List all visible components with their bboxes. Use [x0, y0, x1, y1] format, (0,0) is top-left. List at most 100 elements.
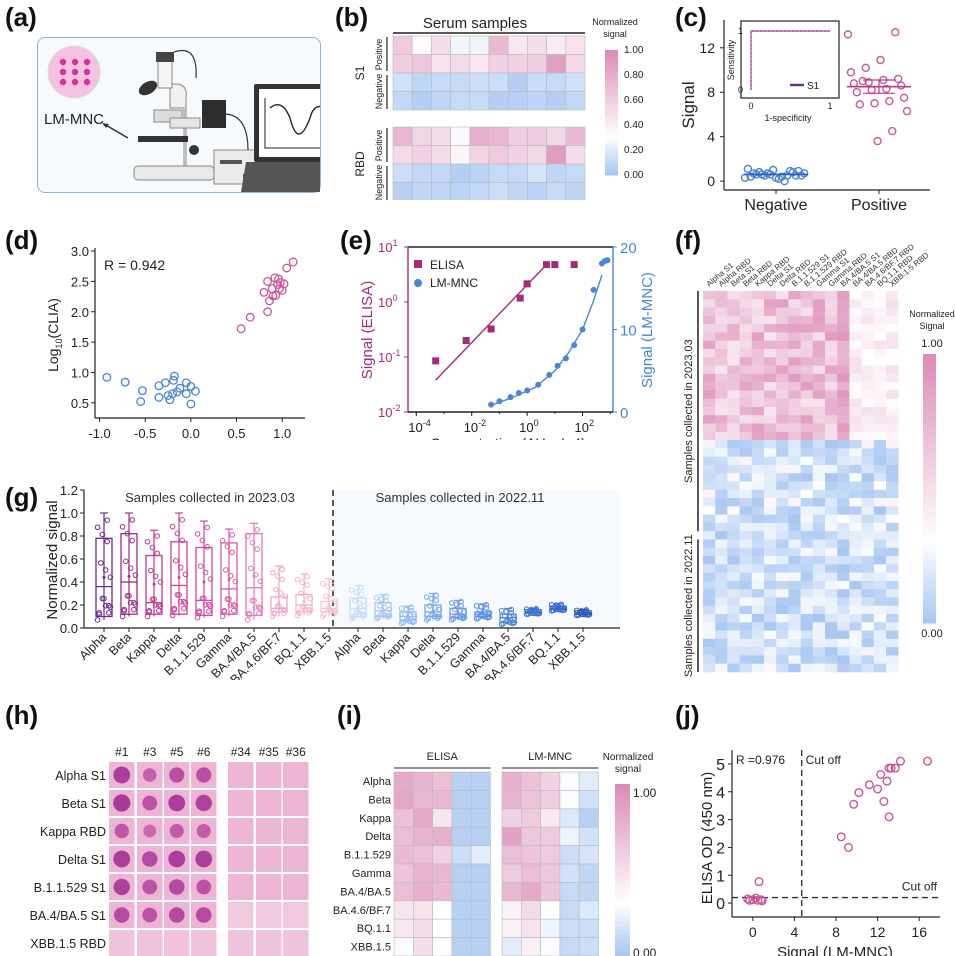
heatmap-cell: [451, 771, 472, 791]
blot-spot: [142, 907, 158, 923]
heatmap-cell: [800, 580, 814, 590]
colorbar-segment: [923, 421, 936, 427]
heatmap-cell: [800, 423, 814, 433]
heatmap-cell: [849, 348, 862, 358]
data-point: [301, 604, 307, 610]
heatmap-cell: [800, 382, 814, 391]
heatmap-cell: [800, 357, 814, 366]
heatmap-cell: [413, 882, 433, 902]
heatmap-cell: [751, 580, 765, 590]
heatmap-cell: [812, 348, 826, 358]
heatmap-cell: [849, 332, 862, 341]
row-label: B.1.1.529 S1: [34, 881, 106, 895]
data-point: [890, 763, 900, 773]
heatmap-cell: [886, 539, 899, 549]
heatmap-cell: [727, 556, 740, 565]
heatmap-cell: [703, 556, 716, 565]
heatmap-cell: [837, 431, 850, 441]
heatmap-cell: [849, 589, 862, 598]
heatmap-cell: [837, 589, 850, 598]
heatmap-cell: [788, 431, 801, 441]
heatmap-cell: [470, 808, 491, 828]
heatmap-cell: [431, 126, 451, 146]
heatmap-cell: [751, 622, 765, 631]
colorbar-segment: [923, 376, 936, 382]
data-point: [858, 76, 867, 86]
heatmap-cell: [715, 382, 728, 391]
heatmap-cell: [703, 638, 716, 648]
heatmap-cell: [849, 431, 862, 441]
heatmap-cell: [873, 423, 887, 433]
heatmap-cell: [703, 340, 716, 350]
heatmap-cell: [432, 790, 453, 810]
heatmap-cell: [825, 539, 838, 549]
heatmap-cell: [873, 440, 887, 449]
column-label: #6: [197, 745, 211, 759]
heatmap-cell: [703, 348, 716, 358]
data-point: [508, 609, 515, 616]
data-point: [876, 55, 885, 65]
heatmap-cell: [837, 291, 850, 300]
data-point: [306, 607, 312, 613]
data-point: [533, 607, 540, 613]
heatmap-cell: [776, 473, 789, 482]
heatmap-cell: [393, 826, 414, 846]
heatmap-cell: [764, 630, 777, 640]
heatmap-cell: [886, 332, 899, 341]
heatmap-cell: [703, 473, 716, 482]
data-point: [154, 550, 160, 557]
heatmap-cell: [703, 622, 716, 631]
rowgroup-label-negative: Negative: [374, 165, 384, 200]
heatmap-cell: [546, 91, 567, 111]
heatmap-cell: [776, 522, 789, 532]
heatmap-cell: [715, 605, 728, 615]
heatmap-cell: [861, 498, 875, 507]
colorbar-segment: [615, 925, 630, 931]
heatmap-cell: [837, 373, 850, 383]
heatmap-cell: [703, 580, 716, 590]
heatmap-cell: [886, 522, 899, 532]
heatmap-cell: [800, 431, 814, 441]
data-point: [179, 537, 185, 544]
data-point: [352, 598, 358, 604]
blot-cell: [256, 846, 282, 872]
heatmap-cell: [727, 373, 740, 383]
data-point: [430, 611, 436, 618]
heatmap-cell: [825, 638, 838, 648]
heatmap-cell: [540, 845, 561, 865]
heatmap-cell: [776, 564, 789, 573]
blot-cell: [283, 874, 309, 900]
heatmap-cell: [776, 382, 789, 391]
heatmap-cell: [812, 357, 826, 366]
heatmap-cell: [873, 630, 887, 640]
heatmap-cell: [849, 572, 862, 582]
heatmap-cell: [578, 771, 599, 791]
data-point: [249, 597, 256, 604]
heatmap-cell: [837, 340, 850, 350]
heatmap-cell: [727, 564, 740, 573]
blot-cell: [228, 790, 254, 816]
colorbar-segment: [923, 546, 936, 552]
colorbar-segment: [615, 882, 630, 888]
heatmap-cell: [501, 900, 522, 920]
box: [320, 600, 338, 613]
heatmap-cell: [432, 808, 453, 828]
data-point: [229, 549, 235, 556]
heatmap-cell: [751, 440, 765, 449]
heatmap-cell: [812, 291, 826, 300]
heatmap-cell: [861, 481, 875, 491]
heatmap-cell: [825, 522, 838, 532]
column-label: #1: [115, 745, 129, 759]
heatmap-cell: [812, 514, 826, 524]
heatmap-cell: [703, 398, 716, 408]
heatmap-cell: [432, 845, 453, 865]
heatmap-cell: [776, 406, 789, 416]
heatmap-cell: [886, 406, 899, 416]
data-point: [867, 85, 876, 95]
data-point: [864, 78, 873, 87]
blot-spot: [113, 766, 131, 784]
heatmap-cell: [776, 614, 789, 623]
lmmnc-point: [579, 326, 586, 333]
heatmap-cell: [776, 291, 789, 300]
